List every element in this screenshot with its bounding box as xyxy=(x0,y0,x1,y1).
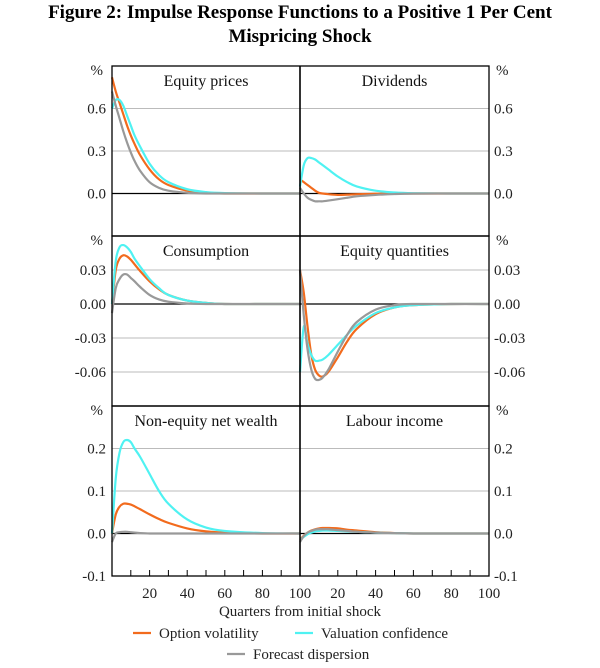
x-tick-label: 20 xyxy=(330,586,345,602)
y-tick-label-right: 0.0 xyxy=(494,527,513,543)
series-line-valuation-confidence xyxy=(110,438,301,535)
unit-label-right: % xyxy=(496,403,509,419)
unit-label-left: % xyxy=(91,63,104,79)
x-tick-label: 100 xyxy=(289,586,312,602)
y-tick-label-right: -0.03 xyxy=(494,331,525,347)
y-tick-label-right: -0.06 xyxy=(494,365,526,381)
series-line-option-volatility xyxy=(110,77,300,195)
y-tick-label-left: -0.03 xyxy=(75,331,106,347)
panel-title: Consumption xyxy=(163,243,249,260)
x-tick-label: 100 xyxy=(478,586,501,602)
series-line-forecast-dispersion xyxy=(110,272,300,314)
y-tick-label-right: 0.00 xyxy=(494,297,520,313)
y-tick-label-right: 0.03 xyxy=(494,263,520,279)
y-tick-label-left: -0.06 xyxy=(75,365,107,381)
y-tick-label-left: 0.1 xyxy=(87,484,106,500)
y-tick-label-left: 0.6 xyxy=(87,102,106,118)
panel-equity-prices: Equity prices xyxy=(110,73,301,195)
y-tick-label-left: 0.2 xyxy=(87,442,106,458)
y-tick-label-right: -0.1 xyxy=(494,569,518,585)
legend-label: Valuation confidence xyxy=(321,626,448,642)
figure-title-line1: Figure 2: Impulse Response Functions to … xyxy=(48,2,553,23)
y-tick-label-left: 0.03 xyxy=(80,263,106,279)
series-line-forecast-dispersion xyxy=(110,530,300,543)
panel-labour-income: Labour income xyxy=(299,413,489,543)
series-line-valuation-confidence xyxy=(298,156,490,195)
panel-equity-quantities: Equity quantities xyxy=(298,243,490,382)
y-tick-label-left: 0.0 xyxy=(87,187,106,203)
series-line-option-volatility xyxy=(110,254,300,306)
y-tick-label-left: 0.00 xyxy=(80,297,106,313)
series-line-forecast-dispersion xyxy=(110,91,300,195)
y-tick-label-left: -0.1 xyxy=(82,569,106,585)
panel-title: Non-equity net wealth xyxy=(134,413,277,430)
panel-dividends: Dividends xyxy=(298,73,490,203)
series-line-option-volatility xyxy=(298,269,490,378)
y-tick-label-left: 0.0 xyxy=(87,527,106,543)
series-line-forecast-dispersion xyxy=(299,528,489,543)
y-tick-label-left: 0.3 xyxy=(87,144,106,160)
panel-non-equity-net-wealth: Non-equity net wealth xyxy=(110,413,301,543)
panel-title: Dividends xyxy=(362,73,428,90)
x-tick-label: 80 xyxy=(255,586,270,602)
series-line-forecast-dispersion xyxy=(299,187,490,203)
unit-label-right: % xyxy=(496,233,509,249)
legend-label: Option volatility xyxy=(159,626,259,642)
panel-title: Equity quantities xyxy=(340,243,449,260)
x-tick-label: 80 xyxy=(444,586,459,602)
series-line-valuation-confidence xyxy=(110,98,301,195)
panel-title: Labour income xyxy=(346,413,443,430)
figure-title-line2: Mispricing Shock xyxy=(228,26,371,47)
series-line-option-volatility xyxy=(110,502,301,535)
x-tick-label: 60 xyxy=(406,586,421,602)
y-tick-label-right: 0.0 xyxy=(494,187,513,203)
series-line-valuation-confidence xyxy=(299,529,489,541)
panel-title: Equity prices xyxy=(164,73,249,90)
y-tick-label-right: 0.3 xyxy=(494,144,513,160)
x-tick-label: 40 xyxy=(368,586,383,602)
x-tick-label: 20 xyxy=(142,586,157,602)
unit-label-left: % xyxy=(91,233,104,249)
unit-label-left: % xyxy=(91,403,104,419)
y-tick-label-right: 0.6 xyxy=(494,102,513,118)
legend-label: Forecast dispersion xyxy=(253,647,370,663)
y-tick-label-right: 0.2 xyxy=(494,442,513,458)
x-axis-label: Quarters from initial shock xyxy=(219,604,382,620)
unit-label-right: % xyxy=(496,63,509,79)
x-tick-label: 60 xyxy=(217,586,232,602)
x-tick-label: 40 xyxy=(180,586,195,602)
panel-consumption: Consumption xyxy=(110,243,300,314)
y-tick-label-right: 0.1 xyxy=(494,484,513,500)
series-line-valuation-confidence xyxy=(298,302,490,373)
series-line-forecast-dispersion xyxy=(298,269,489,382)
